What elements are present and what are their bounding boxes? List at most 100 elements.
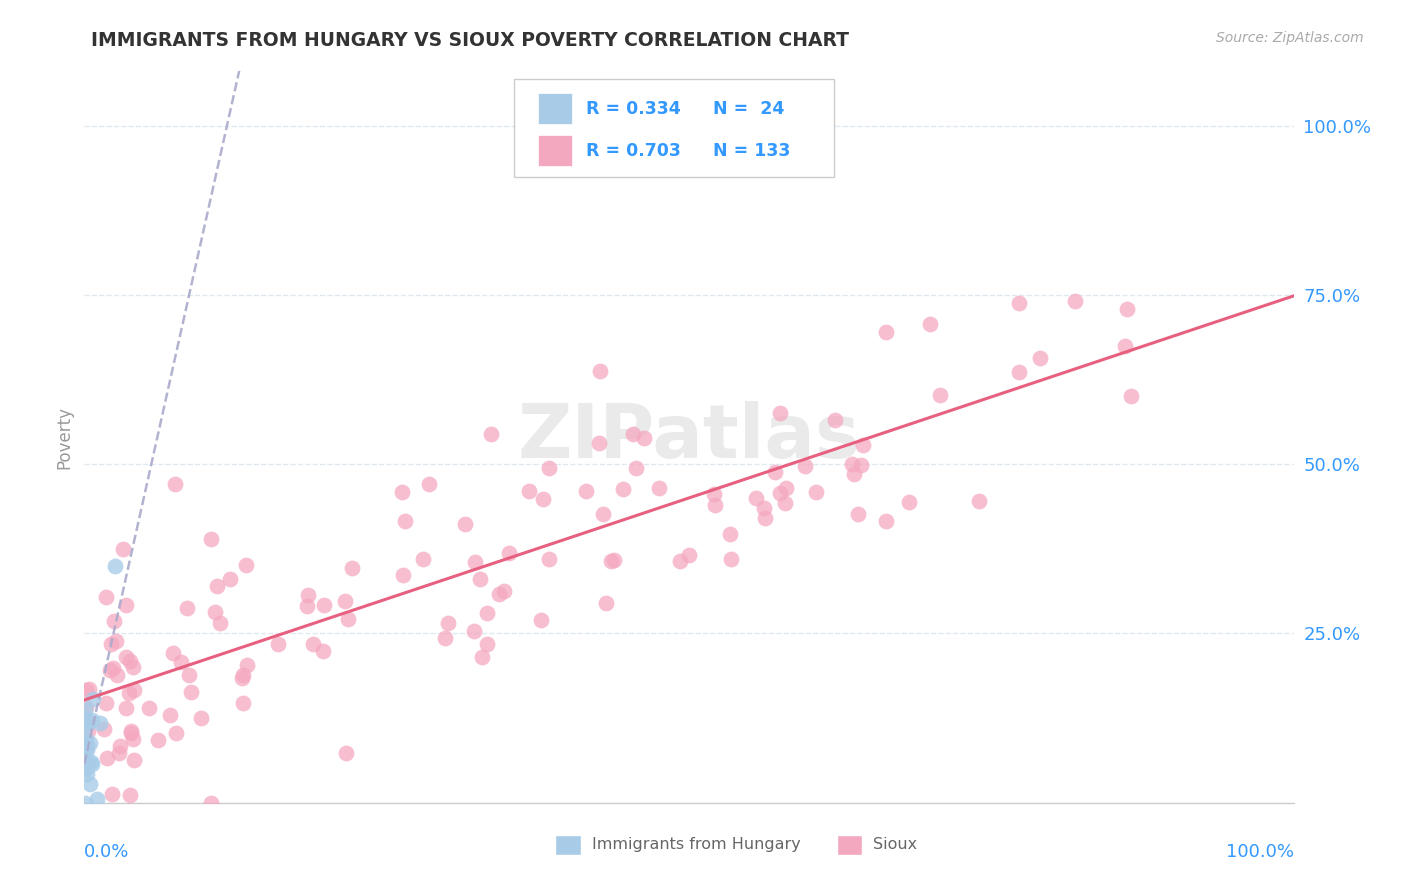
Point bbox=[80, 757, 103, 772]
Point bbox=[165, 726, 187, 740]
Point bbox=[232, 696, 254, 710]
Point bbox=[392, 568, 415, 582]
Point bbox=[718, 526, 741, 541]
Point bbox=[626, 461, 648, 475]
Point bbox=[531, 492, 554, 507]
Point bbox=[162, 646, 184, 660]
Point bbox=[122, 683, 145, 698]
Point bbox=[101, 661, 124, 675]
Point bbox=[479, 427, 502, 442]
Point bbox=[96, 697, 118, 711]
Point bbox=[848, 508, 870, 522]
Point bbox=[77, 716, 100, 731]
Text: Sioux: Sioux bbox=[873, 838, 917, 852]
Text: N =  24: N = 24 bbox=[713, 100, 785, 118]
Point bbox=[720, 551, 742, 566]
Point bbox=[852, 438, 875, 452]
Point bbox=[1008, 365, 1031, 379]
Point bbox=[918, 317, 941, 331]
Point bbox=[73, 718, 96, 732]
Bar bbox=[538, 94, 572, 124]
Point bbox=[1121, 389, 1143, 403]
Point bbox=[335, 746, 357, 760]
Point bbox=[120, 788, 142, 802]
Bar bbox=[538, 136, 572, 166]
Point bbox=[75, 761, 97, 775]
Point bbox=[928, 388, 950, 402]
Point bbox=[773, 496, 796, 510]
Point bbox=[775, 481, 797, 495]
Point bbox=[205, 579, 228, 593]
Point bbox=[875, 514, 897, 528]
Point bbox=[79, 755, 101, 769]
Point bbox=[969, 493, 991, 508]
Point bbox=[434, 631, 457, 645]
Point bbox=[114, 650, 136, 665]
Point bbox=[231, 671, 253, 685]
Point bbox=[744, 491, 766, 506]
Point bbox=[75, 699, 97, 714]
Point bbox=[79, 736, 101, 750]
Point bbox=[312, 643, 335, 657]
Point bbox=[76, 767, 98, 781]
Point bbox=[875, 325, 897, 339]
Point bbox=[120, 726, 142, 740]
Text: ZIPatlas: ZIPatlas bbox=[517, 401, 860, 474]
Point bbox=[464, 556, 486, 570]
Point bbox=[115, 701, 138, 715]
Point bbox=[897, 494, 920, 508]
Point bbox=[115, 599, 138, 613]
Point bbox=[121, 732, 143, 747]
Point bbox=[595, 596, 617, 610]
Point bbox=[200, 532, 222, 546]
Point bbox=[104, 558, 127, 573]
Point bbox=[75, 732, 97, 747]
Point bbox=[80, 713, 103, 727]
Point bbox=[159, 707, 181, 722]
Point bbox=[492, 583, 515, 598]
Point bbox=[530, 614, 553, 628]
Point bbox=[669, 554, 692, 568]
Point bbox=[488, 587, 510, 601]
Point bbox=[200, 796, 222, 810]
Point bbox=[204, 605, 226, 619]
Point bbox=[77, 723, 100, 738]
Point bbox=[603, 553, 626, 567]
Point bbox=[648, 481, 671, 495]
Point bbox=[120, 724, 142, 739]
Point bbox=[703, 487, 725, 501]
Text: R = 0.703: R = 0.703 bbox=[586, 142, 681, 160]
Point bbox=[100, 787, 122, 801]
Point bbox=[100, 637, 122, 651]
Point bbox=[394, 515, 416, 529]
Point bbox=[118, 686, 141, 700]
Point bbox=[112, 541, 135, 556]
Point bbox=[120, 654, 142, 668]
Point bbox=[96, 751, 118, 765]
Point bbox=[498, 546, 520, 560]
Point bbox=[177, 668, 200, 682]
Point bbox=[538, 552, 561, 566]
Point bbox=[1029, 351, 1052, 365]
Point bbox=[121, 660, 143, 674]
Point bbox=[794, 458, 817, 473]
Point bbox=[73, 796, 96, 810]
Point bbox=[477, 606, 499, 620]
Point bbox=[763, 465, 786, 479]
Point bbox=[235, 558, 257, 573]
Point bbox=[412, 552, 434, 566]
Point bbox=[103, 614, 125, 628]
Point bbox=[176, 601, 198, 615]
Point bbox=[302, 637, 325, 651]
Point bbox=[79, 681, 101, 696]
Point bbox=[340, 561, 363, 575]
Y-axis label: Poverty: Poverty bbox=[55, 406, 73, 468]
Point bbox=[82, 692, 104, 706]
Text: R = 0.334: R = 0.334 bbox=[586, 100, 681, 118]
Point bbox=[1116, 302, 1139, 317]
Point bbox=[824, 413, 846, 427]
Point bbox=[333, 594, 356, 608]
Point bbox=[76, 743, 98, 757]
Point bbox=[703, 498, 725, 512]
Point bbox=[105, 634, 128, 648]
